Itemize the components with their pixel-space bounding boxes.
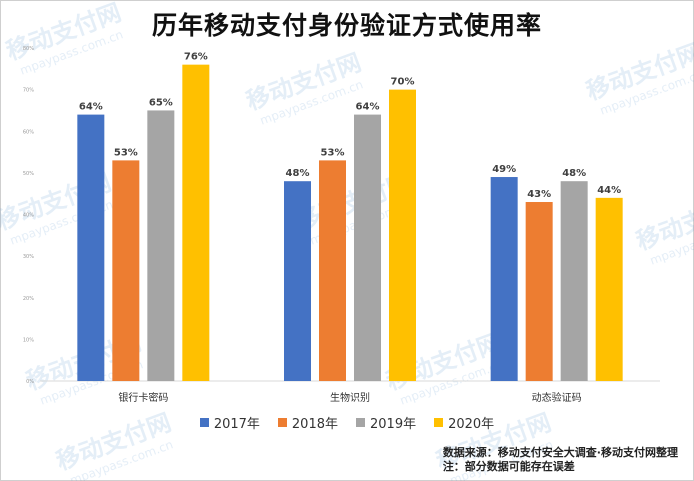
bar <box>147 110 175 381</box>
bar <box>389 89 416 381</box>
source-line: 数据来源：移动支付安全大调查·移动支付网整理 <box>442 446 678 459</box>
y-tick-label: 10% <box>23 337 34 343</box>
data-label: 53% <box>114 147 138 158</box>
legend-label: 2019年 <box>370 417 417 432</box>
data-label: 49% <box>492 164 516 175</box>
note-line: 注：部分数据可能存在误差 <box>442 460 575 473</box>
legend-item: 2019年 <box>356 413 416 432</box>
data-label: 76% <box>184 52 208 63</box>
chart-legend: 2017年 2018年 2019年 2020年 <box>0 413 694 432</box>
y-tick-label: 40% <box>23 213 34 219</box>
y-tick-label: 30% <box>23 254 34 260</box>
y-tick-label: 20% <box>23 296 34 302</box>
bar <box>319 160 346 381</box>
legend-swatch <box>199 418 209 427</box>
legend-label: 2017年 <box>213 417 260 432</box>
bar <box>354 114 381 381</box>
bar <box>284 181 311 381</box>
legend-label: 2018年 <box>291 417 338 432</box>
data-label: 64% <box>79 102 103 113</box>
data-label: 43% <box>527 189 551 200</box>
data-label: 44% <box>597 185 621 196</box>
bar <box>112 160 140 381</box>
legend-swatch <box>356 418 365 427</box>
y-tick-label: 70% <box>23 88 34 94</box>
data-label: 48% <box>562 168 586 179</box>
bar <box>182 64 210 382</box>
data-label: 65% <box>149 97 173 108</box>
legend-swatch <box>434 418 444 427</box>
y-tick-label: 0% <box>26 379 34 385</box>
legend-item: 2020年 <box>434 413 494 432</box>
bar <box>525 202 553 381</box>
data-label: 53% <box>321 147 345 158</box>
category-label: 动态验证码 <box>532 391 582 404</box>
y-tick-label: 80% <box>23 46 34 52</box>
bar <box>77 114 105 381</box>
category-label: 生物识别 <box>330 391 370 404</box>
source-note: 数据来源：移动支付安全大调查·移动支付网整理 注：部分数据可能存在误差 <box>443 446 678 474</box>
bar <box>595 197 623 381</box>
bar <box>560 181 588 381</box>
legend-swatch <box>277 418 287 427</box>
y-tick-label: 50% <box>23 171 34 177</box>
y-tick-label: 60% <box>23 129 34 135</box>
data-label: 64% <box>356 102 380 113</box>
bar <box>490 177 518 381</box>
category-label: 银行卡密码 <box>118 391 168 404</box>
legend-item: 2017年 <box>199 413 260 432</box>
legend-item: 2018年 <box>277 413 338 432</box>
data-label: 48% <box>286 168 310 179</box>
data-label: 70% <box>391 77 415 88</box>
legend-label: 2020年 <box>448 417 495 432</box>
chart-title: 历年移动支付身份验证方式使用率 <box>151 11 542 40</box>
